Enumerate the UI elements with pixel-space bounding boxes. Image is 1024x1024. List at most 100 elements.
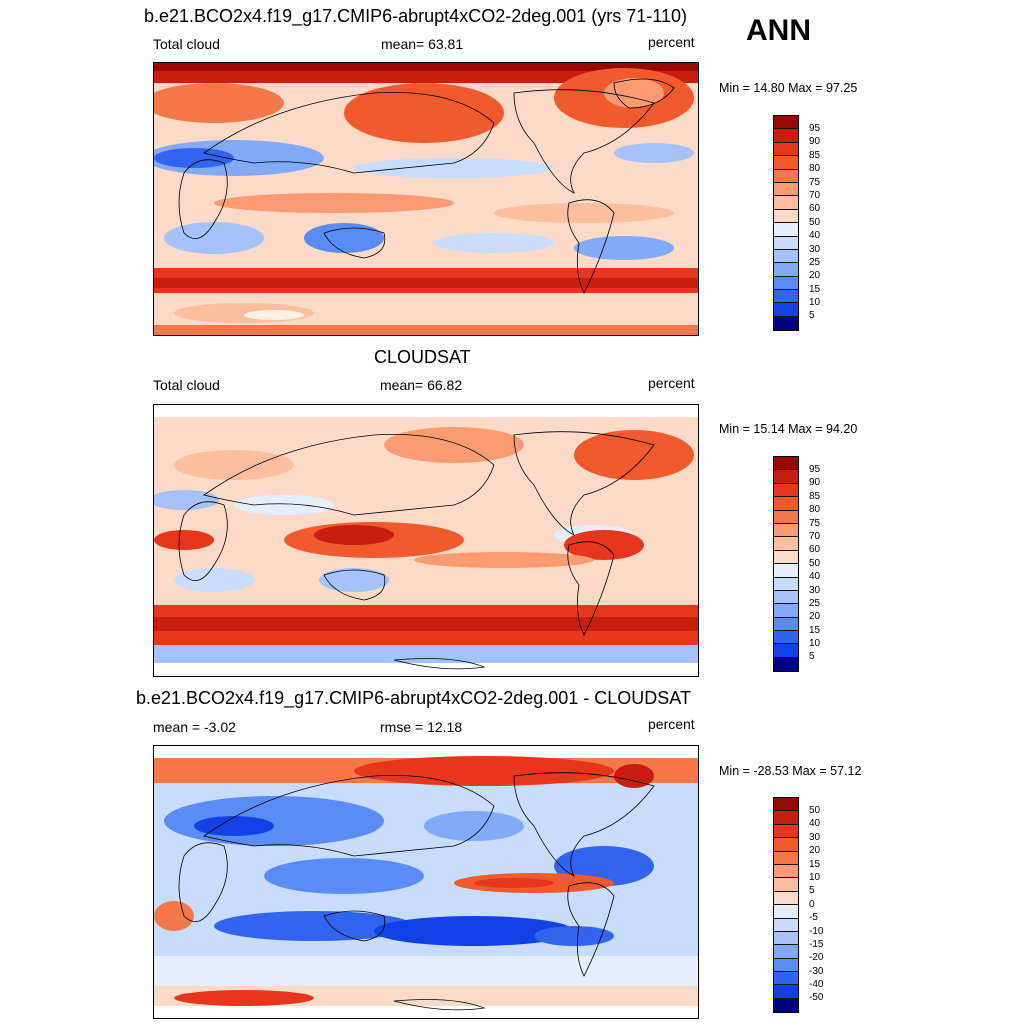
- panel2-units-label: percent: [648, 375, 695, 391]
- panel3-mean-label: mean = -3.02: [153, 719, 236, 735]
- panel2-colorbar-label: 10: [809, 639, 820, 649]
- panel3-colorbar-bin: [774, 825, 798, 838]
- panel3-colorbar-label: 15: [809, 860, 820, 870]
- panel2-colorbar-bin: [774, 564, 798, 577]
- panel1-minmax: Min = 14.80 Max = 97.25: [719, 81, 857, 95]
- panel2-colorbar-label: 15: [809, 626, 820, 636]
- panel3-colorbar-bin: [774, 852, 798, 865]
- panel2-colorbar-bin: [774, 511, 798, 524]
- panel2-colorbar-bin: [774, 524, 798, 537]
- panel3-colorbar-bin: [774, 919, 798, 932]
- panel1-colorbar-label: 70: [809, 191, 820, 201]
- panel3-colorbar-label: 40: [809, 819, 820, 829]
- panel1-colorbar-label: 25: [809, 258, 820, 268]
- panel3-colorbar-bin: [774, 972, 798, 985]
- panel2-colorbar-label: 80: [809, 505, 820, 515]
- panel1-colorbar-bin: [774, 196, 798, 209]
- panel1-variable-label: Total cloud: [153, 36, 220, 52]
- panel3-minmax: Min = -28.53 Max = 57.12: [719, 764, 861, 778]
- panel1-colorbar-label: 15: [809, 285, 820, 295]
- panel2-map: [153, 404, 699, 677]
- panel3-colorbar-bin: [774, 838, 798, 851]
- panel3-colorbar-bin: [774, 865, 798, 878]
- panel2-colorbar-label: 25: [809, 599, 820, 609]
- panel2-title: CLOUDSAT: [374, 347, 471, 368]
- panel1-colorbar-bin: [774, 277, 798, 290]
- panel2-colorbar-bin: [774, 578, 798, 591]
- panel3-colorbar-bin: [774, 892, 798, 905]
- panel2-colorbar-label: 60: [809, 545, 820, 555]
- panel3-map: [153, 745, 699, 1019]
- panel1-colorbar-bin: [774, 263, 798, 276]
- panel1-colorbar-bin: [774, 223, 798, 236]
- panel1-units-label: percent: [648, 34, 695, 50]
- panel2-colorbar-bin: [774, 497, 798, 510]
- panel2-colorbar-label: 95: [809, 465, 820, 475]
- panel1-colorbar: [773, 115, 799, 331]
- panel1-colorbar-bin: [774, 317, 798, 330]
- panel1-colorbar-label: 50: [809, 218, 820, 228]
- panel1-colorbar-label: 30: [809, 245, 820, 255]
- panel2-colorbar-label: 5: [809, 652, 815, 662]
- panel2-colorbar-label: 70: [809, 532, 820, 542]
- panel2-colorbar-label: 85: [809, 492, 820, 502]
- panel3-colorbar-label: 10: [809, 873, 820, 883]
- panel1-colorbar-bin: [774, 116, 798, 129]
- panel3-colorbar-label: 0: [809, 900, 815, 910]
- panel3-colorbar-label: 5: [809, 886, 815, 896]
- panel3-colorbar-bin: [774, 878, 798, 891]
- panel2-colorbar-bin: [774, 644, 798, 657]
- panel3-colorbar-label: -40: [809, 980, 823, 990]
- panel3-colorbar-bin: [774, 999, 798, 1012]
- panel3-rmse-label: rmse = 12.18: [380, 719, 462, 735]
- panel2-colorbar-bin: [774, 658, 798, 671]
- panel2-colorbar-bin: [774, 484, 798, 497]
- panel3-units-label: percent: [648, 716, 695, 732]
- panel2-colorbar-bin: [774, 631, 798, 644]
- panel2-minmax: Min = 15.14 Max = 94.20: [719, 422, 857, 436]
- panel1-mean-label: mean= 63.81: [381, 36, 463, 52]
- panel3-colorbar-label: 50: [809, 806, 820, 816]
- panel2-colorbar-label: 30: [809, 586, 820, 596]
- panel1-colorbar-bin: [774, 143, 798, 156]
- panel1-colorbar-label: 40: [809, 231, 820, 241]
- panel2-colorbar-label: 90: [809, 478, 820, 488]
- panel2-colorbar-bin: [774, 591, 798, 604]
- panel3-colorbar-label: 30: [809, 833, 820, 843]
- panel1-colorbar-label: 5: [809, 311, 815, 321]
- panel3-colorbar-bin: [774, 932, 798, 945]
- panel3-colorbar-label: -10: [809, 927, 823, 937]
- panel1-colorbar-bin: [774, 303, 798, 316]
- panel1-colorbar-label: 75: [809, 178, 820, 188]
- panel3-colorbar-bin: [774, 959, 798, 972]
- panel1-colorbar-label: 95: [809, 124, 820, 134]
- panel3-colorbar-bin: [774, 985, 798, 998]
- panel2-colorbar-bin: [774, 457, 798, 470]
- panel1-colorbar-label: 60: [809, 204, 820, 214]
- panel1-colorbar-label: 20: [809, 271, 820, 281]
- panel2-colorbar-bin: [774, 551, 798, 564]
- panel1-colorbar-bin: [774, 183, 798, 196]
- panel1-colorbar-label: 80: [809, 164, 820, 174]
- panel2-colorbar-bin: [774, 470, 798, 483]
- panel2-colorbar-label: 40: [809, 572, 820, 582]
- panel1-colorbar-bin: [774, 210, 798, 223]
- panel1-map: [153, 62, 699, 336]
- panel3-colorbar-label: -5: [809, 913, 818, 923]
- panel2-colorbar-bin: [774, 537, 798, 550]
- panel3-title: b.e21.BCO2x4.f19_g17.CMIP6-abrupt4xCO2-2…: [136, 688, 691, 709]
- panel3-colorbar-bin: [774, 811, 798, 824]
- panel3-colorbar-label: -30: [809, 967, 823, 977]
- panel3-colorbar-label: 20: [809, 846, 820, 856]
- panel3-colorbar-bin: [774, 798, 798, 811]
- season-label: ANN: [746, 14, 811, 48]
- panel1-colorbar-bin: [774, 129, 798, 142]
- panel3-colorbar-label: -15: [809, 940, 823, 950]
- panel2-colorbar: [773, 456, 799, 672]
- panel3-colorbar-label: -50: [809, 993, 823, 1003]
- panel3-colorbar-bin: [774, 945, 798, 958]
- panel1-colorbar-bin: [774, 290, 798, 303]
- panel1-colorbar-bin: [774, 156, 798, 169]
- panel2-variable-label: Total cloud: [153, 377, 220, 393]
- panel1-title: b.e21.BCO2x4.f19_g17.CMIP6-abrupt4xCO2-2…: [144, 6, 687, 27]
